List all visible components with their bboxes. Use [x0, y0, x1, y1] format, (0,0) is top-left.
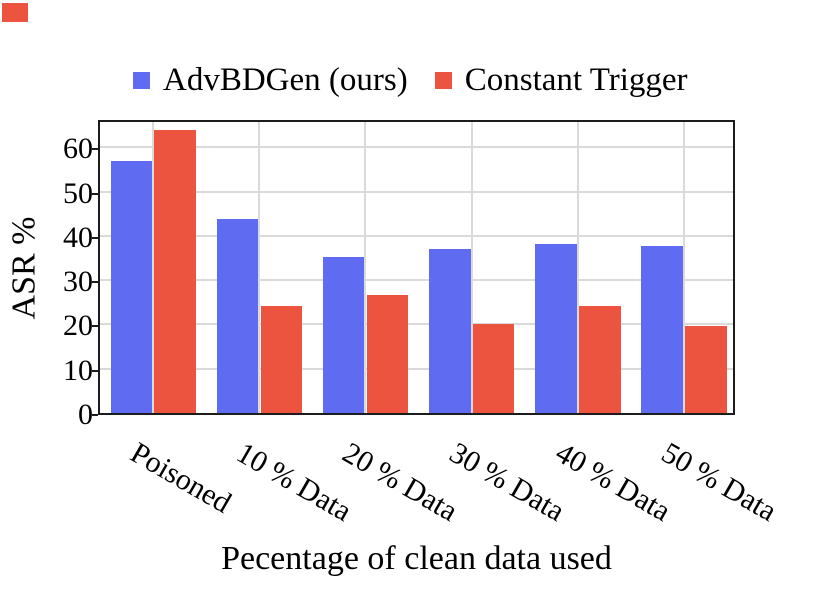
bar-advbdgen-3	[322, 257, 365, 413]
x-tick-label: Poisoned	[125, 436, 237, 520]
x-tick-label: 30 % Data	[443, 436, 570, 529]
gridline-vertical	[470, 122, 473, 413]
y-tick-label: 50	[63, 176, 93, 210]
plot-area	[98, 120, 735, 415]
bar-advbdgen-2	[216, 219, 259, 413]
y-tick-mark	[92, 148, 98, 151]
legend-swatch-advbdgen	[133, 71, 150, 89]
y-tick-label: 30	[63, 265, 93, 299]
gridline-vertical	[682, 122, 685, 413]
bar-constant-trigger-5	[579, 306, 621, 413]
y-tick-mark	[92, 325, 98, 328]
y-tick-mark	[92, 192, 98, 195]
gridline-vertical	[576, 122, 579, 413]
legend-swatch-constant-trigger	[434, 71, 452, 89]
x-axis-label: Pecentage of clean data used	[221, 540, 612, 577]
x-tick-label: 50 % Data	[655, 436, 783, 529]
bar-constant-trigger-6	[685, 326, 727, 413]
gridline-horizontal	[100, 323, 733, 326]
y-tick-mark	[92, 236, 98, 239]
gridline-horizontal	[100, 146, 733, 149]
legend-item-constant-trigger: Constant Trigger	[434, 60, 688, 100]
bar-constant-trigger-3	[366, 294, 409, 413]
legend-item-advbdgen: AdvBDGen (ours)	[133, 60, 408, 100]
legend: AdvBDGen (ours) Constant Trigger	[133, 60, 688, 100]
bar-constant-trigger-1	[154, 130, 196, 413]
y-tick-mark	[92, 369, 98, 372]
legend-label-constant-trigger: Constant Trigger	[464, 62, 688, 98]
x-tick-label: 40 % Data	[549, 436, 676, 529]
y-tick-label: 0	[78, 398, 93, 431]
y-tick-label: 10	[63, 353, 93, 387]
bar-advbdgen-4	[429, 249, 471, 413]
bar-constant-trigger-4	[472, 323, 515, 413]
gridline-horizontal	[100, 367, 733, 370]
gridline-vertical	[152, 122, 155, 413]
bar-advbdgen-6	[641, 246, 683, 413]
y-tick-mark	[92, 281, 98, 284]
gridline-horizontal	[100, 190, 733, 193]
y-tick-label: 60	[63, 132, 93, 166]
gridline-horizontal	[100, 234, 733, 237]
bar-advbdgen-5	[535, 243, 577, 413]
legend-label-advbdgen: AdvBDGen (ours)	[163, 62, 408, 98]
bar-constant-trigger-2	[260, 306, 303, 413]
y-tick-mark	[92, 414, 98, 416]
y-tick-label: 20	[63, 309, 93, 343]
x-tick-label: 20 % Data	[337, 436, 464, 529]
gridline-vertical	[364, 122, 367, 413]
red-square-marker	[2, 3, 28, 22]
gridline-horizontal	[100, 279, 733, 282]
gridline-vertical	[258, 122, 261, 413]
y-tick-label: 40	[63, 220, 93, 254]
x-tick-label: 10 % Data	[231, 436, 358, 529]
bar-advbdgen-1	[110, 160, 153, 413]
